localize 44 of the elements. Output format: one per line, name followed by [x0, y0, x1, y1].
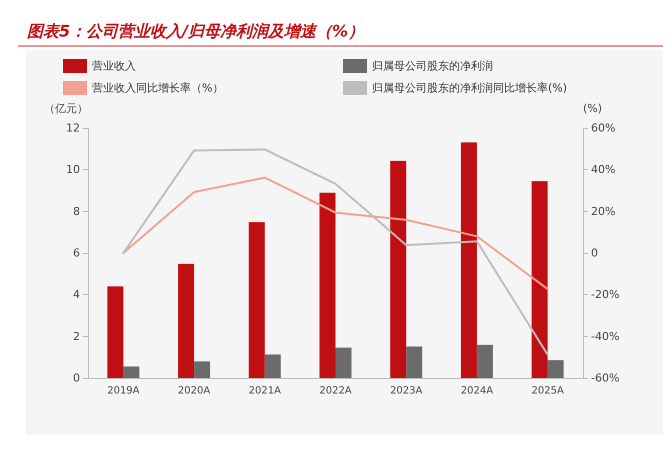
bar	[336, 348, 352, 378]
y-tick-label: 6	[73, 246, 80, 260]
legend-label: 营业收入同比增长率（%）	[92, 82, 224, 94]
line-series	[122, 176, 549, 290]
chart-title: 图表5：公司营业收入/归母净利润及增速（%）	[27, 22, 364, 40]
y2-tick-label: 20%	[591, 204, 616, 218]
bar	[390, 160, 406, 378]
y2-axis-title: (%)	[583, 102, 602, 115]
y2-tick-label: -20%	[591, 288, 620, 302]
bar	[264, 354, 281, 378]
y2-tick-label: 40%	[591, 163, 616, 176]
bar	[194, 361, 210, 378]
y-tick-label: 12	[66, 122, 80, 134]
bar	[548, 360, 564, 378]
bar	[320, 192, 336, 378]
bar	[123, 366, 140, 378]
bar	[248, 222, 265, 378]
legend-label: 归属母公司股东的净利润	[372, 60, 493, 72]
x-tick-label: 2019A	[107, 386, 140, 396]
x-tick-label: 2023A	[390, 386, 423, 396]
x-tick-label: 2024A	[460, 386, 494, 396]
legend-label: 营业收入	[92, 60, 136, 72]
legend-label: 归属母公司股东的净利润同比增长率(%)	[372, 82, 568, 94]
line-series	[122, 148, 549, 356]
x-tick-label: 2025A	[531, 386, 564, 396]
y-tick-label: 10	[66, 163, 80, 176]
y2-tick-label: -60%	[591, 372, 620, 384]
bar	[532, 181, 548, 378]
y-tick-label: 0	[73, 372, 80, 384]
bar	[460, 142, 477, 378]
y2-tick-label: 60%	[591, 122, 616, 134]
y2-tick-label: 0	[591, 246, 598, 260]
x-tick-label: 2020A	[178, 386, 210, 396]
y2-tick-label: -40%	[591, 330, 620, 343]
y-tick-label: 4	[73, 288, 80, 302]
bar	[476, 344, 493, 378]
y-tick-label: 8	[73, 204, 80, 218]
bar	[178, 264, 194, 378]
x-tick-label: 2022A	[319, 386, 352, 396]
bar	[107, 286, 124, 378]
y-tick-label: 2	[73, 330, 80, 343]
bar	[406, 346, 422, 378]
y-axis-title: （亿元）	[44, 102, 88, 115]
x-tick-label: 2021A	[248, 386, 282, 396]
